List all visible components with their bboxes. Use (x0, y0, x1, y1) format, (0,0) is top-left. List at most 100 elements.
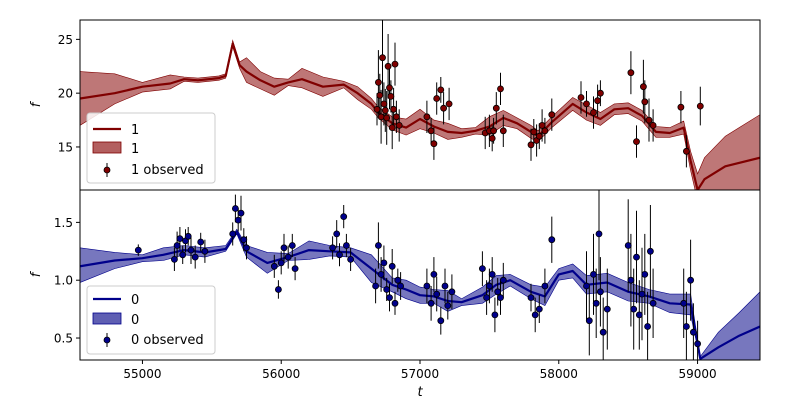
legend-band-label: 0 (131, 313, 139, 328)
observed-point (377, 113, 385, 121)
y-tick-label: 15 (58, 140, 73, 154)
observed-point (342, 242, 350, 249)
observed-point (423, 282, 431, 290)
observed-point (683, 147, 690, 155)
observed-point (483, 294, 491, 302)
observed-point (599, 328, 607, 336)
observed-point (229, 230, 237, 238)
observed-point (386, 84, 393, 92)
observed-point (374, 79, 382, 86)
observed-point (391, 60, 399, 68)
y-tick-label: 20 (58, 87, 73, 101)
observed-point (590, 109, 597, 116)
panel-band-1: 15 20 25 f 1 1 1 observed (29, 19, 761, 191)
observed-point (590, 270, 597, 278)
legend-box-bottom (86, 285, 216, 355)
observed-point (641, 270, 649, 278)
observed-point (391, 299, 399, 307)
y-ticks-bottom: 0.5 1.0 1.5 (54, 216, 80, 346)
observed-point (448, 288, 456, 296)
x-ticks-bottom: 55000 56000 57000 58000 59000 (123, 360, 717, 381)
observed-point (633, 253, 640, 261)
observed-point (176, 235, 184, 243)
observed-point (243, 244, 250, 252)
x-tick-label: 56000 (262, 367, 300, 381)
observed-point (527, 294, 535, 302)
observed-point (527, 141, 535, 149)
observed-point (488, 134, 496, 142)
observed-point (191, 253, 199, 261)
observed-point (497, 85, 504, 93)
x-tick-label: 57000 (401, 367, 439, 381)
observed-point (437, 317, 445, 325)
observed-point (494, 288, 502, 296)
observed-point (427, 299, 435, 307)
observed-point (433, 95, 441, 102)
observed-point (329, 244, 337, 252)
observed-point (179, 251, 187, 259)
observed-point (374, 242, 382, 249)
observed-point (441, 282, 449, 290)
observed-point (603, 305, 611, 313)
observed-point (597, 288, 604, 296)
observed-point (680, 299, 688, 307)
observed-point (288, 242, 296, 249)
plot-content-top (80, 20, 760, 190)
observed-point (430, 140, 438, 148)
legend-band-label: 1 (131, 142, 139, 157)
observed-point (373, 105, 381, 113)
observed-point (240, 236, 248, 244)
observed-point (383, 114, 391, 122)
observed-point (531, 311, 539, 319)
observed-point (377, 270, 385, 278)
legend-point-swatch (103, 336, 111, 344)
observed-point (427, 127, 435, 135)
observed-point (485, 282, 493, 290)
observed-point (541, 127, 549, 135)
y-tick-label: 25 (58, 33, 73, 47)
observed-point (683, 323, 690, 330)
observed-point (627, 276, 635, 284)
observed-point (440, 104, 448, 112)
observed-point (530, 128, 538, 136)
observed-point (291, 265, 299, 273)
observed-point (535, 132, 543, 140)
observed-point (423, 113, 431, 121)
observed-point (490, 127, 498, 135)
observed-point (649, 299, 657, 307)
observed-point (376, 91, 384, 99)
observed-point (687, 276, 694, 284)
x-tick-label: 58000 (540, 367, 578, 381)
observed-point (583, 100, 590, 108)
observed-point (173, 242, 181, 249)
observed-point (347, 255, 355, 263)
observed-point (381, 107, 389, 114)
observed-point (201, 247, 209, 255)
observed-point (535, 305, 543, 313)
observed-point (284, 253, 292, 261)
panel-band-0: 0.51.01.5 55000 56000 57000 58000 59000 f t … (29, 189, 761, 400)
observed-point (644, 323, 651, 330)
observed-point (541, 282, 549, 290)
observed-point (499, 127, 507, 135)
legend-band-swatch (92, 312, 122, 325)
legend-line-label: 1 (131, 123, 139, 138)
observed-point (491, 311, 499, 319)
uncertainty-band-band-1 (80, 39, 760, 190)
observed-point (387, 93, 395, 100)
observed-point (488, 270, 496, 278)
y-tick-label: 1.5 (54, 216, 73, 230)
observed-point (577, 94, 585, 101)
observed-point (280, 244, 288, 252)
legend-box-top (86, 112, 216, 184)
observed-point (237, 209, 245, 217)
observed-point (380, 259, 388, 267)
observed-point (384, 62, 392, 70)
observed-point (647, 247, 654, 255)
plot-content-bottom (80, 190, 760, 360)
observed-point (583, 282, 590, 290)
observed-point (538, 122, 546, 129)
observed-point (478, 265, 486, 273)
legend-line-label: 0 (131, 293, 139, 308)
